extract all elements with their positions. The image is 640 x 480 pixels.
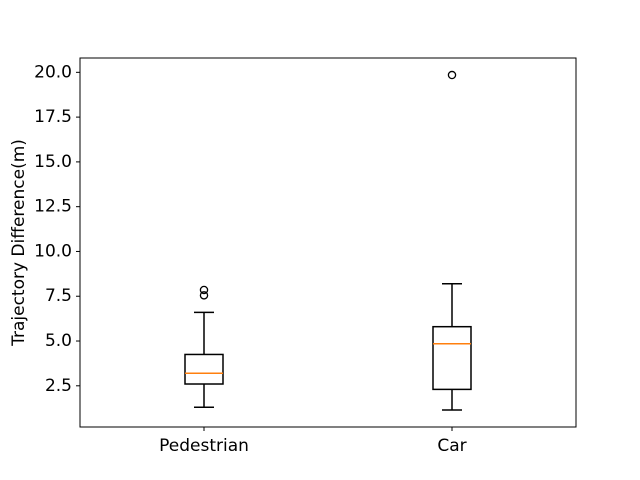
x-tick-label: Pedestrian — [159, 436, 249, 456]
iqr-box — [184, 353, 224, 385]
y-tick-label: 7.5 — [45, 286, 72, 306]
y-tick-label: 15.0 — [34, 152, 72, 172]
iqr-box — [432, 325, 472, 391]
box-car — [432, 70, 472, 411]
y-tick-label: 5.0 — [45, 331, 72, 351]
y-tick-label: 2.5 — [45, 376, 72, 396]
x-axis-ticks: Pedestrian Car — [159, 427, 467, 456]
y-tick-label: 20.0 — [34, 62, 72, 82]
outlier-point — [199, 291, 209, 300]
outlier-point — [447, 70, 457, 80]
y-axis-label: Trajectory Difference(m) — [9, 139, 29, 347]
plot-frame — [79, 57, 577, 428]
y-tick-label: 10.0 — [34, 241, 72, 261]
x-tick-label: Car — [437, 436, 466, 456]
y-tick-label: 17.5 — [34, 107, 72, 127]
y-axis-ticks: 2.5 5.0 7.5 10.0 12.5 15.0 17.5 20.0 — [34, 62, 80, 396]
y-tick-label: 12.5 — [34, 197, 72, 217]
box-pedestrian — [184, 285, 224, 409]
box-series — [184, 70, 472, 411]
outlier-point — [199, 285, 209, 295]
